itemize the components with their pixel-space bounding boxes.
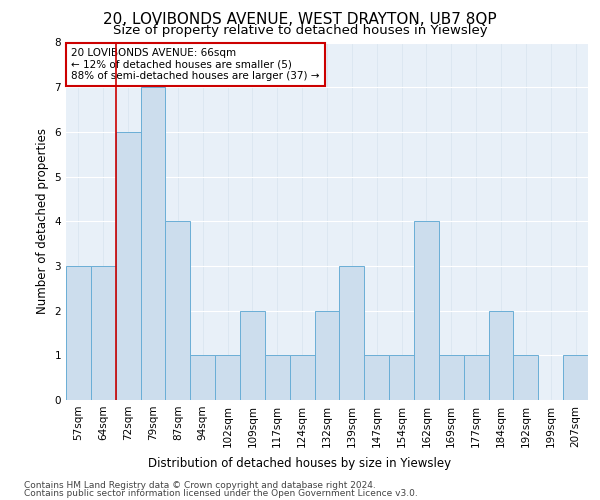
Bar: [265, 356, 290, 400]
Bar: [215, 356, 240, 400]
Bar: [340, 266, 364, 400]
Bar: [190, 356, 215, 400]
Text: Contains HM Land Registry data © Crown copyright and database right 2024.: Contains HM Land Registry data © Crown c…: [24, 481, 376, 490]
Y-axis label: Number of detached properties: Number of detached properties: [36, 128, 49, 314]
Bar: [140, 87, 166, 400]
Bar: [563, 356, 588, 400]
Bar: [166, 221, 190, 400]
Bar: [364, 356, 389, 400]
Bar: [439, 356, 464, 400]
Bar: [414, 221, 439, 400]
Bar: [290, 356, 314, 400]
Bar: [116, 132, 140, 400]
Bar: [464, 356, 488, 400]
Text: 20, LOVIBONDS AVENUE, WEST DRAYTON, UB7 8QP: 20, LOVIBONDS AVENUE, WEST DRAYTON, UB7 …: [103, 12, 497, 28]
Bar: [240, 310, 265, 400]
Bar: [389, 356, 414, 400]
Bar: [488, 310, 514, 400]
Text: Size of property relative to detached houses in Yiewsley: Size of property relative to detached ho…: [113, 24, 487, 37]
Bar: [314, 310, 340, 400]
Bar: [91, 266, 116, 400]
Bar: [514, 356, 538, 400]
Text: Distribution of detached houses by size in Yiewsley: Distribution of detached houses by size …: [148, 458, 452, 470]
Text: 20 LOVIBONDS AVENUE: 66sqm
← 12% of detached houses are smaller (5)
88% of semi-: 20 LOVIBONDS AVENUE: 66sqm ← 12% of deta…: [71, 48, 320, 81]
Text: Contains public sector information licensed under the Open Government Licence v3: Contains public sector information licen…: [24, 489, 418, 498]
Bar: [66, 266, 91, 400]
